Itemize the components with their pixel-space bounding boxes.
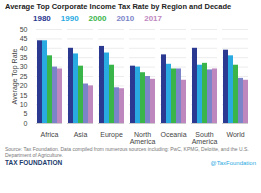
svg-text:Europe: Europe — [100, 132, 123, 140]
html-text:2017: 2017 — [144, 13, 162, 23]
svg-text:45: 45 — [20, 35, 28, 42]
svg-text:30: 30 — [20, 64, 28, 71]
svg-text:40: 40 — [20, 45, 28, 52]
html-text:@TaxFoundation: @TaxFoundation — [210, 160, 256, 167]
svg-text:Asia: Asia — [74, 132, 88, 139]
svg-text:NorthAmerica: NorthAmerica — [130, 132, 156, 146]
svg-text:35: 35 — [20, 54, 28, 61]
html-text:Average Top Corporate Income T: Average Top Corporate Income Tax Rate by… — [5, 2, 232, 11]
svg-text:15: 15 — [20, 92, 28, 99]
svg-text:10: 10 — [20, 101, 28, 108]
html-text:2000: 2000 — [88, 13, 107, 23]
svg-text:0: 0 — [24, 120, 28, 127]
html-text:TAX FOUNDATION: TAX FOUNDATION — [5, 159, 63, 167]
svg-text:25: 25 — [20, 73, 28, 80]
svg-text:Oceania: Oceania — [160, 132, 186, 139]
svg-text:5: 5 — [24, 111, 28, 118]
svg-text:SouthAmerica: SouthAmerica — [192, 132, 218, 146]
svg-text:Africa: Africa — [41, 132, 59, 139]
svg-text:Average Top Rate: Average Top Rate — [11, 49, 19, 105]
svg-text:20: 20 — [20, 82, 28, 89]
svg-text:50: 50 — [20, 26, 28, 33]
html-text:1980: 1980 — [33, 13, 51, 23]
svg-text:World: World — [226, 132, 244, 139]
html-text:2010: 2010 — [116, 13, 135, 23]
html-text:1990: 1990 — [60, 13, 79, 23]
html-text:Source: Tax Foundation. Data c: Source: Tax Foundation. Data compiled fr… — [5, 146, 249, 159]
